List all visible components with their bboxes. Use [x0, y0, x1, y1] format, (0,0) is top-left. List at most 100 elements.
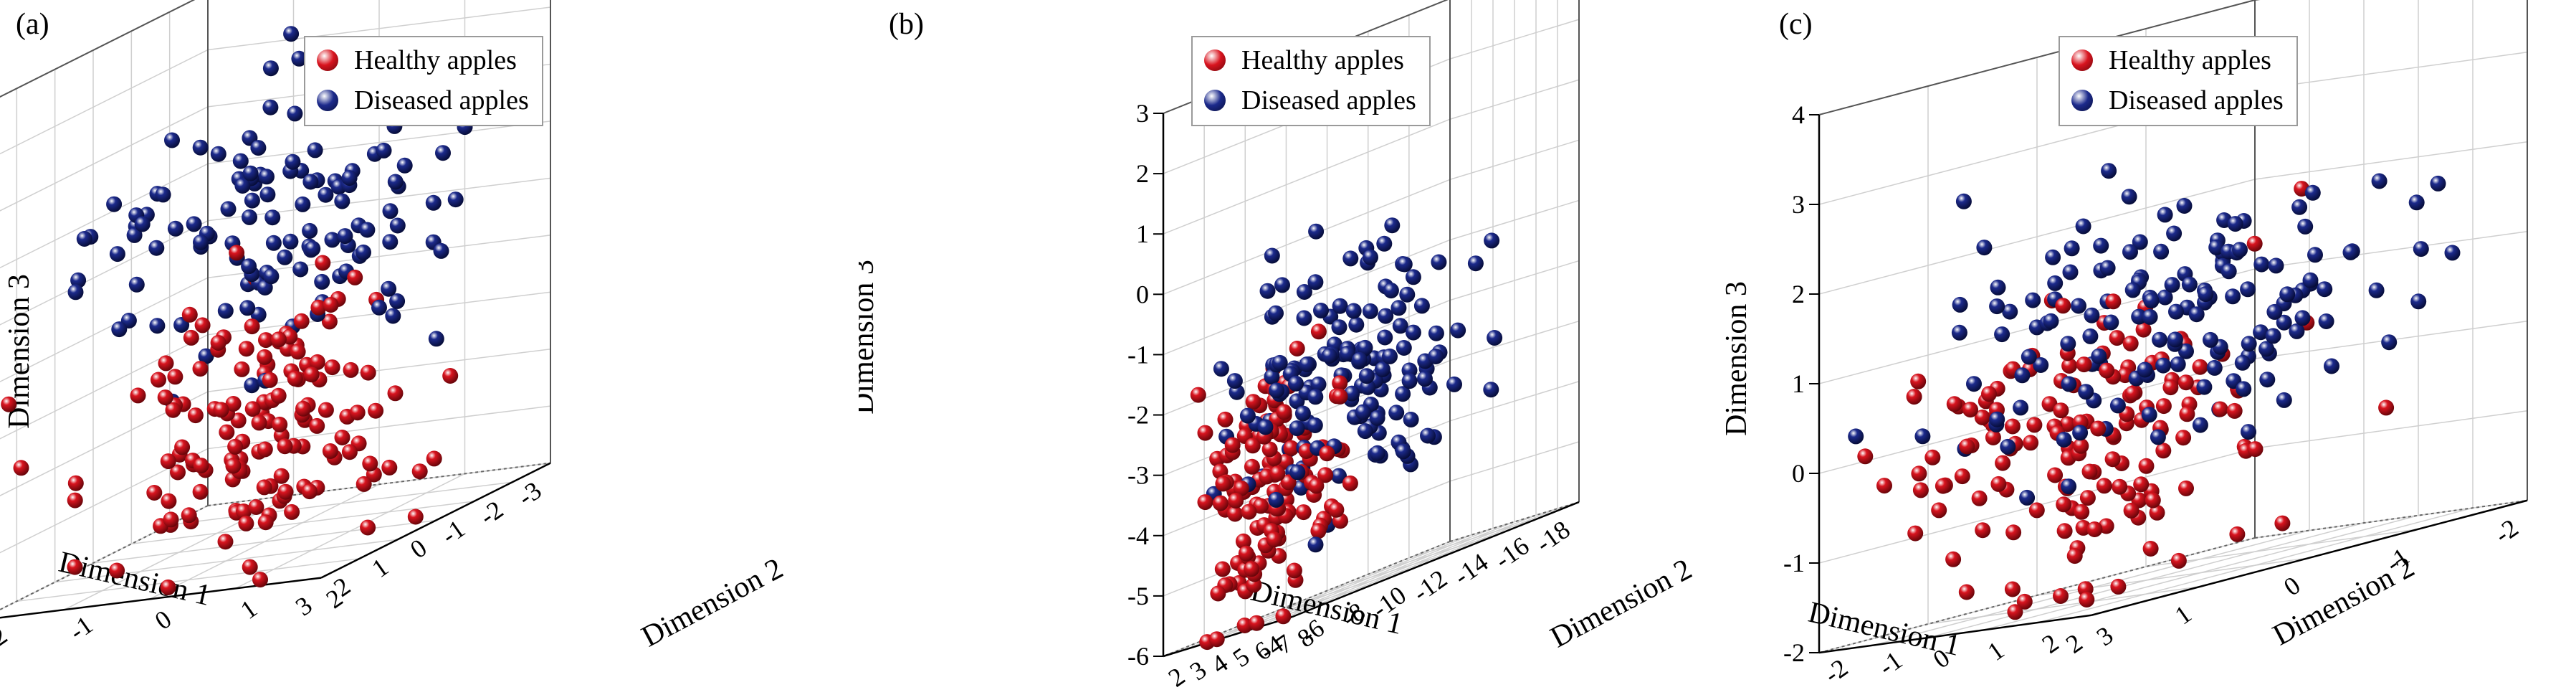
healthy-point	[2247, 441, 2263, 458]
healthy-point	[2007, 604, 2023, 620]
diseased-point	[2033, 357, 2049, 373]
y-axis-label: Dimension 2	[2268, 551, 2420, 653]
healthy-point	[1319, 445, 1335, 462]
y-tick-label: 1	[235, 594, 262, 625]
diseased-marker-icon	[317, 90, 338, 111]
diseased-point	[1259, 283, 1276, 299]
healthy-point	[2023, 435, 2039, 451]
diseased-point	[242, 209, 257, 225]
x-tick-label: -18	[1530, 515, 1575, 558]
healthy-point	[158, 355, 174, 372]
diseased-point	[210, 146, 226, 162]
healthy-point	[2096, 478, 2112, 494]
diseased-point	[2157, 207, 2173, 223]
diseased-point	[2268, 257, 2284, 274]
healthy-point	[1974, 410, 1990, 425]
healthy-point	[2081, 463, 2098, 480]
healthy-point	[1197, 494, 1213, 511]
z-tick-label: 1	[1792, 369, 1805, 398]
healthy-point	[2055, 298, 2071, 314]
diseased-point	[2142, 308, 2158, 325]
healthy-point	[210, 335, 226, 351]
healthy-point	[1212, 495, 1229, 511]
diseased-point	[2208, 239, 2225, 255]
healthy-point	[236, 503, 252, 519]
diseased-point	[234, 178, 251, 194]
healthy-marker-icon	[2071, 49, 2093, 71]
z-tick-label: 3	[1136, 99, 1149, 128]
diseased-point	[341, 170, 358, 186]
diseased-point	[2225, 288, 2241, 305]
healthy-point	[257, 514, 274, 531]
diseased-point	[283, 26, 300, 42]
healthy-point	[303, 367, 320, 383]
diseased-point	[1296, 310, 1312, 326]
legend-label-diseased: Diseased apples	[1241, 85, 1416, 115]
diseased-point	[2014, 367, 2031, 384]
diseased-point	[2168, 303, 2184, 320]
diseased-point	[1382, 348, 1398, 364]
healthy-point	[284, 503, 300, 520]
x-tick-label: -12	[1408, 564, 1452, 607]
diseased-point	[2141, 407, 2157, 423]
healthy-point	[157, 389, 173, 406]
healthy-point	[270, 387, 287, 404]
diseased-point	[2075, 218, 2091, 235]
diseased-point	[2176, 198, 2193, 214]
healthy-point	[1269, 465, 1286, 482]
healthy-point	[2056, 523, 2073, 539]
z-tick-label: 0	[1136, 280, 1149, 308]
healthy-point	[2066, 548, 2083, 564]
healthy-point	[187, 407, 204, 424]
diseased-marker-icon	[1204, 90, 1226, 111]
healthy-point	[174, 439, 191, 455]
diseased-point	[2241, 424, 2256, 440]
healthy-point	[2104, 451, 2121, 468]
healthy-point	[256, 479, 272, 496]
diseased-point	[1332, 298, 1348, 314]
diseased-point	[1331, 468, 1347, 484]
diseased-point	[2241, 336, 2257, 352]
diseased-point	[1374, 361, 1390, 377]
healthy-point	[322, 443, 338, 459]
healthy-point	[1907, 525, 1924, 542]
healthy-point	[324, 359, 340, 376]
diseased-point	[1483, 382, 1499, 398]
healthy-point	[2229, 526, 2246, 542]
healthy-point	[1946, 396, 1962, 412]
diseased-point	[1403, 412, 1419, 427]
diseased-point	[2021, 349, 2037, 365]
legend-b: Healthy apples Diseased apples	[1191, 36, 1431, 126]
diseased-point	[1357, 423, 1373, 440]
z-tick-label: -2	[1127, 401, 1149, 430]
healthy-point	[170, 464, 186, 481]
diseased-point	[2181, 276, 2198, 293]
y-tick-label: -2	[1819, 653, 1854, 689]
diseased-point	[2084, 307, 2100, 323]
panel-label-c: (c)	[1779, 8, 1813, 41]
diseased-point	[287, 105, 303, 122]
diseased-point	[1914, 428, 1931, 445]
healthy-point	[1931, 502, 1947, 519]
diseased-point	[2000, 438, 2016, 455]
diseased-point	[1308, 223, 1325, 240]
healthy-point	[192, 483, 209, 500]
diseased-point	[2410, 293, 2427, 310]
diseased-point	[1990, 279, 2006, 296]
healthy-point	[227, 438, 244, 455]
healthy-point	[257, 349, 273, 365]
diseased-point	[371, 299, 387, 316]
diseased-point	[381, 280, 397, 297]
diseased-point	[259, 186, 276, 203]
z-axis-label: Dimension 3	[1720, 281, 1753, 436]
grid-b	[1153, 0, 1580, 658]
diseased-point	[2019, 489, 2036, 506]
diseased-point	[2143, 293, 2160, 309]
healthy-point	[1275, 608, 1292, 625]
diseased-point	[2294, 310, 2311, 326]
healthy-point	[2192, 359, 2208, 375]
diseased-point	[2101, 163, 2117, 179]
healthy-point	[1985, 430, 2001, 445]
diseased-point	[295, 196, 311, 212]
diseased-point	[359, 222, 376, 238]
